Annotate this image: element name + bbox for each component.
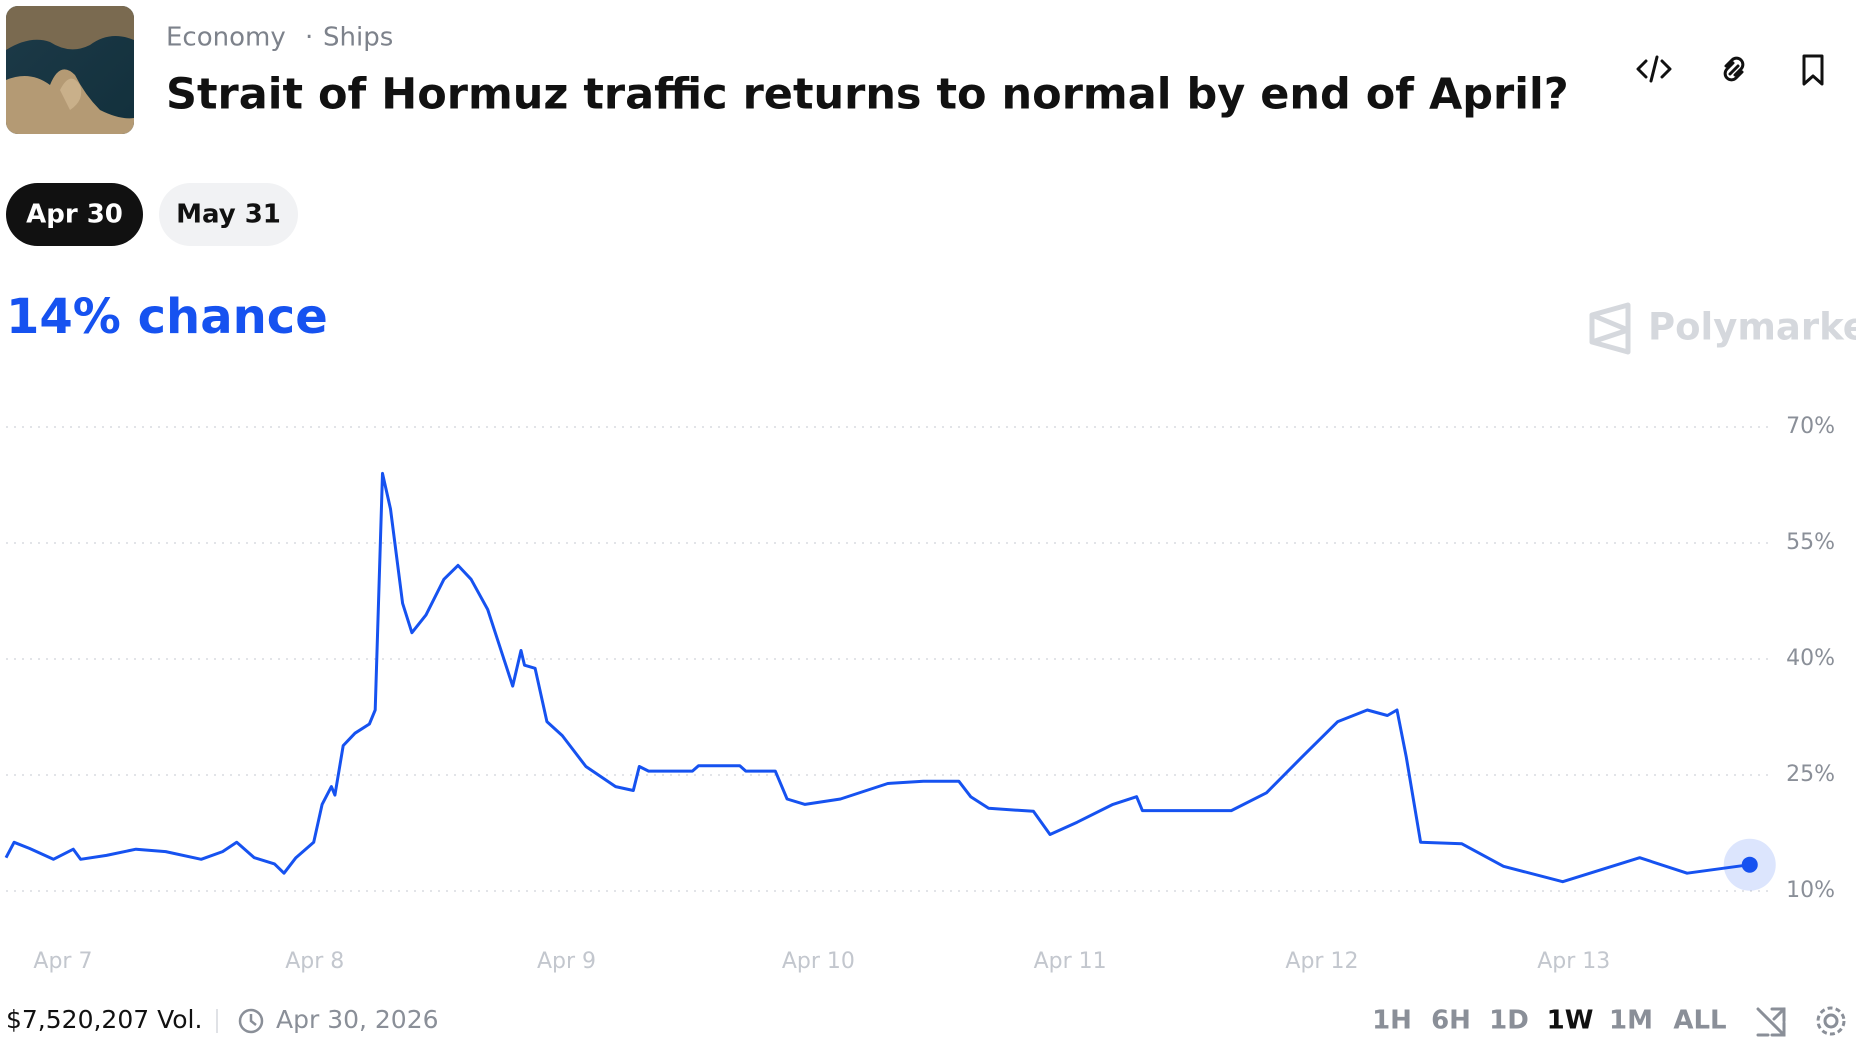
settings-icon[interactable] <box>1816 1006 1846 1036</box>
x-tick-label: Apr 11 <box>1034 949 1107 974</box>
embed-button[interactable] <box>1636 55 1672 83</box>
separator: · <box>305 23 313 53</box>
brand: Polymarket <box>1648 306 1856 349</box>
clock-icon <box>238 1008 264 1034</box>
y-tick-label: 10% <box>1786 878 1835 903</box>
range-button[interactable]: 1D <box>1489 1006 1529 1036</box>
end-date: Apr 30, 2026 <box>276 1005 439 1034</box>
tab-label[interactable]: Apr 30 <box>26 200 123 230</box>
x-tick-label: Apr 9 <box>537 949 596 974</box>
range-button[interactable]: ALL <box>1673 1006 1726 1036</box>
x-tick-label: Apr 13 <box>1537 949 1610 974</box>
x-tick-label: Apr 12 <box>1285 949 1358 974</box>
range-button[interactable]: 1M <box>1609 1006 1653 1036</box>
market-title: Strait of Hormuz traffic returns to norm… <box>166 70 1569 120</box>
range-button[interactable]: 1W <box>1547 1006 1594 1036</box>
y-tick-label: 70% <box>1786 414 1835 439</box>
tab-label[interactable]: May 31 <box>176 200 281 230</box>
category[interactable]: Economy <box>166 23 286 53</box>
thumbnail <box>6 6 134 134</box>
chance: 14% chance <box>6 289 328 345</box>
end-dot <box>1741 856 1758 873</box>
link-button[interactable] <box>1723 56 1745 82</box>
tab-active[interactable] <box>6 183 143 246</box>
tab[interactable] <box>159 183 298 246</box>
chart: 70% 55% 40% 25% 10% Apr 7 Apr 8 Apr 9 Apr 10 Apr … <box>4 414 1835 974</box>
x-tick-label: Apr 10 <box>782 949 855 974</box>
y-tick-label: 25% <box>1786 762 1835 787</box>
y-tick-label: 40% <box>1786 646 1835 671</box>
range-button[interactable]: 1H <box>1372 1006 1412 1036</box>
brand-logo <box>1589 302 1631 355</box>
x-tick-label: Apr 7 <box>33 949 92 974</box>
volume: $7,520,207 Vol. <box>6 1005 202 1034</box>
price-line <box>4 471 1750 884</box>
shuffle-icon[interactable] <box>1756 1007 1786 1037</box>
subcategory[interactable]: Ships <box>323 23 393 53</box>
bookmark-button[interactable] <box>1802 54 1824 86</box>
y-tick-label: 55% <box>1786 530 1835 555</box>
range-button[interactable]: 6H <box>1431 1006 1471 1036</box>
range-selector: 1H 6H 1D 1W 1M ALL <box>1372 1006 1727 1036</box>
x-tick-label: Apr 8 <box>285 949 344 974</box>
